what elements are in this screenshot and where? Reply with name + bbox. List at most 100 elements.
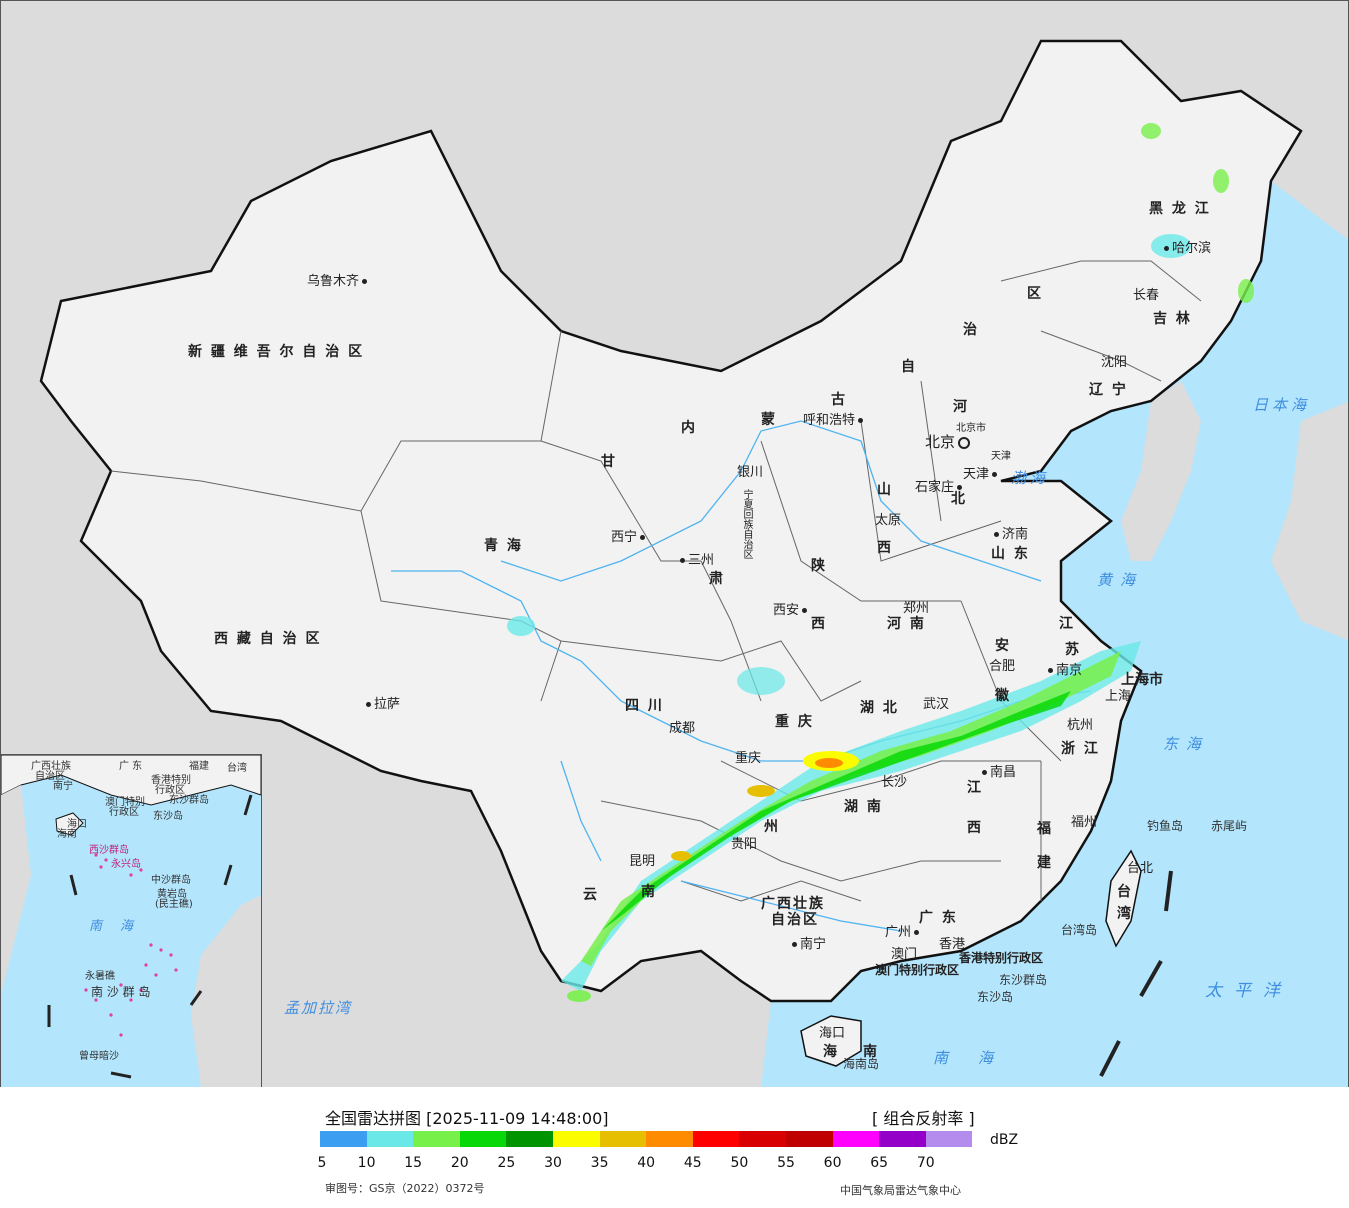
city-beijing-small: 北京市 [956, 423, 986, 434]
legend-colorbar [320, 1131, 973, 1147]
city-xining: 西宁 [611, 526, 648, 545]
legend-swatch [692, 1131, 740, 1147]
city-taiyuan: 太原 [875, 513, 902, 528]
island-diaoyu: 钓鱼岛 [1147, 819, 1184, 833]
province-hubei: 湖 北 [860, 700, 899, 716]
land-japan [1271, 401, 1348, 641]
legend-swatch [506, 1131, 553, 1147]
legend-swatch [320, 1131, 367, 1147]
city-chongqing-big: 重 庆 [775, 714, 814, 730]
province-shaanxi-shan: 陕 [811, 558, 827, 574]
province-henan: 河 南 [887, 616, 926, 632]
hainan-land [800, 1015, 862, 1067]
province-neimeng-zi: 自 [901, 359, 917, 375]
city-changsha: 长沙 [881, 775, 908, 790]
inset-haikou: 海口 [67, 819, 87, 830]
province-fujian-jian: 建 [1037, 855, 1053, 871]
radar-echoes [507, 123, 1254, 1002]
legend-tick-label: 70 [916, 1155, 935, 1171]
island-chiwei: 赤尾屿 [1211, 819, 1248, 833]
land-indochina [561, 991, 761, 1087]
city-chongqing: 重庆 [735, 751, 762, 766]
south-china-sea-inset: 广西壮族 自治区 广 东 福建 台湾 南宁 香港特别 行政区 澳门特别 行政区 … [0, 754, 262, 1088]
legend-tick-label: 50 [730, 1155, 749, 1171]
city-nanjing: 南京 [1045, 659, 1082, 678]
province-shandong: 山 东 [991, 546, 1030, 562]
city-macau: 澳门 [891, 947, 918, 962]
city-xian: 西安 [773, 599, 810, 618]
inset-hainan: 海南 [57, 829, 77, 840]
land-west [1, 1, 1348, 1087]
city-hefei: 合肥 [989, 659, 1016, 674]
province-hainan-hai: 海 [823, 1044, 839, 1060]
legend-swatch [646, 1131, 693, 1147]
inset-nanning: 南宁 [53, 781, 73, 792]
city-hohhot: 呼和浩特 [803, 409, 866, 428]
province-yunnan-yun: 云 [583, 887, 599, 903]
province-jiangxi-jiang: 江 [967, 780, 983, 796]
island-taiwan: 台湾岛 [1061, 923, 1098, 937]
province-gansu-gan: 甘 [601, 454, 617, 470]
city-harbin: 哈尔滨 [1161, 237, 1211, 256]
province-guizhou: 州 [764, 819, 780, 835]
inset-taiwan: 台湾 [227, 763, 247, 774]
city-haikou: 海口 [819, 1026, 846, 1041]
province-anhui-hui: 徽 [995, 688, 1011, 704]
legend-swatch [785, 1131, 833, 1147]
sea-pacific: 太平洋 [1205, 981, 1292, 1001]
inset-hk-2: 行政区 [155, 785, 185, 796]
province-jiangxi-xi: 西 [967, 820, 983, 836]
legend-tick-label: 25 [497, 1155, 516, 1171]
city-tianjin: 天津 [963, 463, 1000, 482]
province-neimeng-zhi: 治 [963, 322, 979, 338]
inset-macau: 澳门特别 [105, 797, 145, 808]
inset-huangyan: 黄岩岛 [157, 889, 187, 900]
city-nanning: 南宁 [789, 933, 826, 952]
inset-guangxi-2: 自治区 [35, 771, 65, 782]
city-lanzhou: 三州 [677, 549, 714, 568]
inset-zhongsha: 中沙群岛 [151, 875, 191, 886]
city-chengdu: 成都 [669, 721, 696, 736]
city-jinan: 济南 [991, 523, 1028, 542]
city-shanghai-city: 上海市 [1121, 672, 1163, 688]
legend-product: [ 组合反射率 ] [872, 1109, 975, 1128]
city-guangzhou: 广州 [885, 921, 922, 940]
inset-xisha: 西沙群岛 [89, 845, 129, 856]
legend-tick-label: 10 [357, 1155, 376, 1171]
city-nanchang: 南昌 [979, 761, 1016, 780]
legend-unit: dBZ [990, 1132, 1019, 1148]
province-ningxia: 宁夏回族自治区 [741, 489, 752, 559]
sea-south: 南海 [933, 1049, 1024, 1067]
city-guiyang: 贵阳 [731, 837, 758, 852]
province-guangdong: 广 东 [919, 910, 958, 926]
land-korea-japan [1121, 381, 1201, 561]
inset-macau-2: 行政区 [109, 807, 139, 818]
province-neimeng-meng: 蒙 [761, 412, 777, 428]
inset-zengmu: 曾母暗沙 [79, 1051, 119, 1062]
legend-tick-label: 55 [777, 1155, 795, 1171]
province-jiangsu-su: 苏 [1065, 642, 1081, 658]
province-zhejiang: 浙 江 [1061, 741, 1100, 757]
legend-swatch [552, 1131, 600, 1147]
legend-tick-label: 40 [637, 1155, 656, 1171]
province-shanxi-xi: 西 [877, 540, 893, 556]
province-neimeng-qu: 区 [1027, 286, 1043, 302]
map-canvas [1, 1, 1348, 1087]
inset-nansha: 南 沙 群 岛 [91, 985, 151, 999]
city-fuzhou: 福州 [1071, 815, 1098, 830]
city-taipei: 台北 [1127, 861, 1154, 876]
city-urumqi: 乌鲁木齐 [307, 270, 370, 289]
province-hainan-nan: 南 [863, 1044, 879, 1060]
province-xizang: 西 藏 自 治 区 [214, 631, 322, 647]
city-yinchuan: 银川 [737, 465, 764, 480]
province-neimeng-gu: 古 [831, 392, 847, 408]
province-shaanxi-xi: 西 [811, 616, 827, 632]
city-hangzhou: 杭州 [1067, 718, 1094, 733]
map-approval-number: 审图号：GS京（2022）0372号 [325, 1182, 485, 1195]
inset-yongxing: 永兴岛 [111, 859, 141, 870]
legend-swatch [925, 1131, 973, 1147]
province-hebei-he: 河 [953, 399, 969, 415]
taiwan-land [1105, 849, 1142, 948]
province-shanxi-shan: 山 [877, 482, 893, 498]
city-shanghai: 上海 [1105, 689, 1132, 704]
